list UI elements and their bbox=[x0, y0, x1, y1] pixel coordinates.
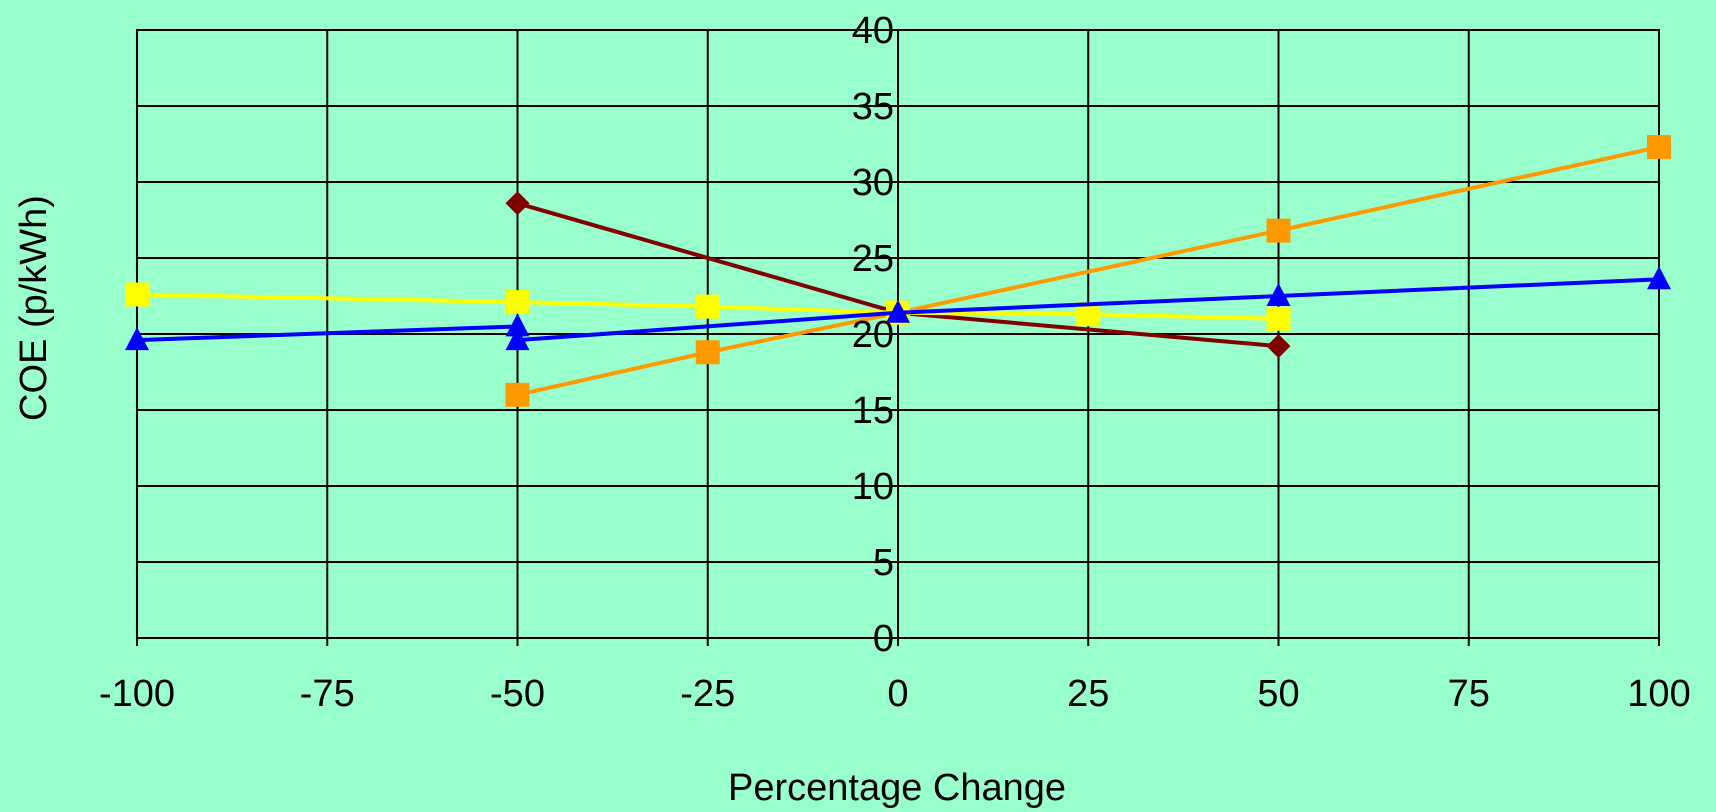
y-tick-label: 15 bbox=[852, 390, 894, 432]
data-point bbox=[1647, 135, 1671, 160]
y-tick-label: 5 bbox=[873, 542, 894, 584]
y-tick-label: 30 bbox=[852, 162, 894, 204]
x-tick-labels: -100 -75 -50 -25 0 25 50 75 100 bbox=[99, 673, 1691, 715]
data-point bbox=[695, 340, 720, 365]
data-point bbox=[505, 327, 530, 351]
data-point bbox=[1266, 283, 1291, 306]
series-line bbox=[136, 277, 1660, 343]
data-point bbox=[1266, 218, 1291, 243]
data-point bbox=[505, 290, 530, 315]
y-tick-labels: 0 5 10 15 20 25 30 35 40 bbox=[852, 10, 894, 660]
y-axis-title: COE (p/kWh) bbox=[13, 195, 55, 421]
data-point bbox=[505, 313, 530, 337]
y-tick-label: 40 bbox=[852, 10, 894, 52]
data-point bbox=[886, 299, 910, 323]
data-point bbox=[1266, 306, 1291, 331]
data-point bbox=[505, 382, 530, 407]
series-group bbox=[125, 135, 1671, 407]
data-point bbox=[1647, 266, 1671, 290]
data-point bbox=[1266, 334, 1291, 359]
x-tick-label: -50 bbox=[490, 673, 545, 715]
x-tick-label: 0 bbox=[887, 673, 908, 715]
data-point bbox=[125, 282, 149, 307]
x-tick-label: 25 bbox=[1067, 673, 1109, 715]
gridlines bbox=[136, 29, 1660, 646]
data-point bbox=[505, 191, 530, 216]
x-tick-label: 75 bbox=[1448, 673, 1490, 715]
data-point bbox=[125, 327, 149, 351]
x-tick-label: 100 bbox=[1627, 673, 1690, 715]
x-tick-label: -25 bbox=[680, 673, 735, 715]
x-axis-title: Percentage Change bbox=[728, 767, 1066, 809]
series-line bbox=[136, 292, 1279, 321]
x-tick-label: -100 bbox=[99, 673, 175, 715]
y-tick-label: 0 bbox=[873, 618, 894, 660]
x-tick-label: 50 bbox=[1257, 673, 1299, 715]
y-tick-label: 25 bbox=[852, 238, 894, 280]
y-tick-label: 35 bbox=[852, 86, 894, 128]
data-point bbox=[695, 294, 720, 319]
y-tick-label: 20 bbox=[852, 314, 894, 356]
x-tick-label: -75 bbox=[300, 673, 355, 715]
y-tick-label: 10 bbox=[852, 466, 894, 508]
